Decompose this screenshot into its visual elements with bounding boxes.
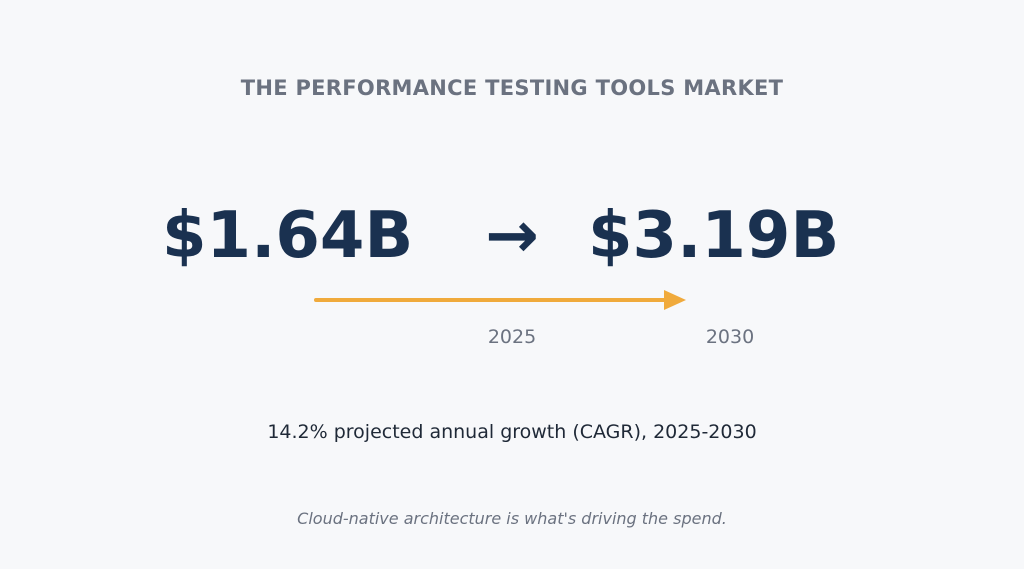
end-market-value: $3.19B <box>588 199 840 273</box>
growth-arrow-head <box>664 290 686 310</box>
page-title: THE PERFORMANCE TESTING TOOLS MARKET <box>240 76 784 100</box>
footnote: Cloud-native architecture is what's driv… <box>297 509 727 528</box>
start-year-label: 2025 <box>487 326 537 348</box>
growth-arrow-icon <box>314 290 686 310</box>
cagr-text: 14.2% projected annual growth (CAGR), 20… <box>267 421 757 443</box>
end-year-label: 2030 <box>705 326 755 348</box>
start-market-value: $1.64B <box>162 199 414 273</box>
value-arrow-icon: → <box>485 199 539 273</box>
